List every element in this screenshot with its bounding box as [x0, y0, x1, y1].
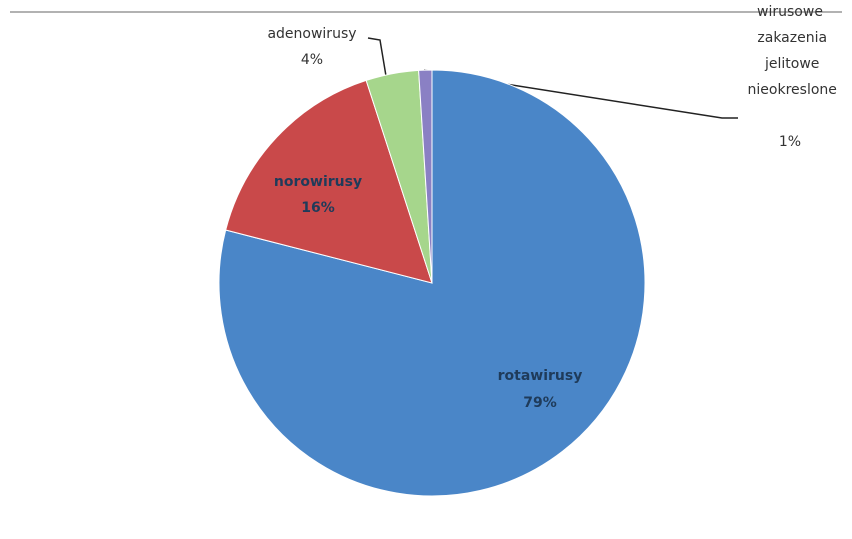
slice-label: wirusowe zakazenia jelitowe nieokreslone: [743, 4, 837, 98]
value-label: 16%: [301, 200, 335, 216]
value-label: 4%: [301, 52, 323, 68]
slice-label: norowirusy: [274, 174, 362, 190]
value-label: 79%: [523, 395, 557, 411]
pie-slice: [418, 69, 433, 284]
value-label: 1%: [779, 134, 801, 150]
slice-label: adenowirusy: [267, 26, 356, 42]
label-line: wirusowe: [757, 4, 823, 20]
slice-label: rotawirusy: [498, 368, 583, 384]
label-line: zakazenia: [753, 30, 827, 46]
pie-slice: [225, 79, 433, 284]
label-line: nieokreslone: [743, 82, 837, 98]
leader-line: [367, 37, 387, 77]
label-line: jelitowe: [761, 56, 820, 72]
